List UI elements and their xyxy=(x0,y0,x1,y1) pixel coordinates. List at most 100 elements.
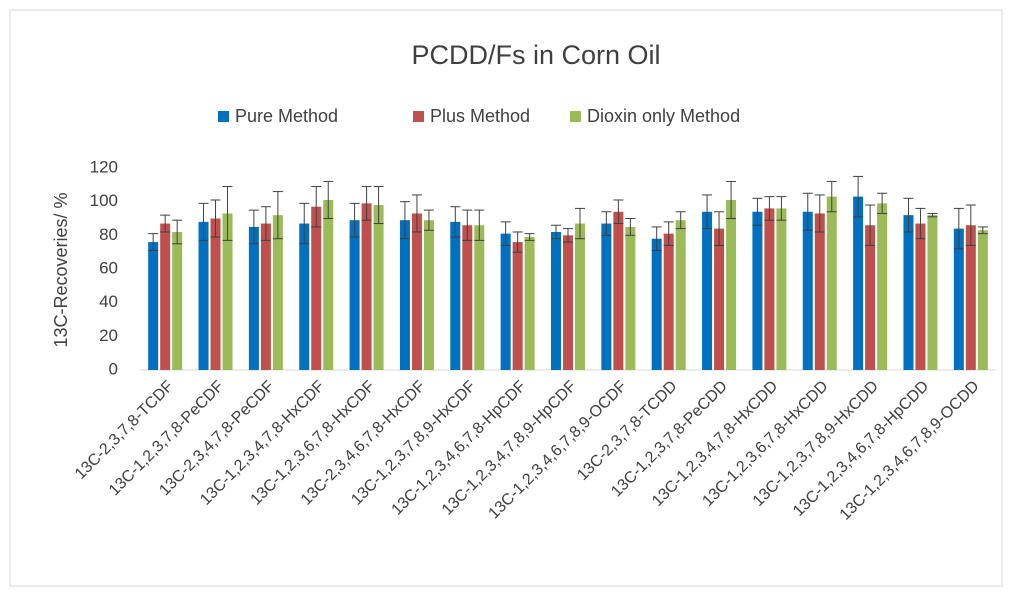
error-bar xyxy=(500,221,511,246)
bar xyxy=(752,211,763,370)
bar xyxy=(915,223,926,370)
y-tick-label: 40 xyxy=(99,292,118,311)
bar xyxy=(814,213,825,370)
error-bar xyxy=(551,224,561,240)
bar xyxy=(853,196,864,370)
error-bar xyxy=(160,214,171,233)
error-bar xyxy=(399,201,410,240)
bar xyxy=(953,228,964,370)
error-bar xyxy=(423,209,434,231)
error-bar xyxy=(853,175,864,218)
bar xyxy=(726,199,737,370)
y-tick-label: 0 xyxy=(109,359,118,378)
chart-title: PCDD/Fs in Corn Oil xyxy=(411,40,660,70)
error-bar xyxy=(575,207,585,240)
error-bar xyxy=(965,204,976,246)
error-bar xyxy=(877,192,888,214)
legend-label: Pure Method xyxy=(235,106,338,126)
bar xyxy=(965,225,976,370)
error-bar xyxy=(198,202,209,241)
bar xyxy=(210,218,221,370)
error-bar xyxy=(349,202,360,238)
legend-swatch xyxy=(570,111,581,122)
bar xyxy=(411,213,422,370)
error-bar xyxy=(260,206,271,241)
error-bar xyxy=(675,211,686,230)
error-bar xyxy=(865,204,876,246)
bar xyxy=(903,215,914,370)
error-bar xyxy=(903,197,914,233)
error-bar xyxy=(311,186,322,228)
error-bar xyxy=(776,196,787,221)
error-bar xyxy=(764,196,775,221)
error-bar xyxy=(702,194,713,230)
legend-swatch xyxy=(413,111,424,122)
bar xyxy=(927,215,938,370)
error-bar xyxy=(625,218,636,236)
bar xyxy=(462,225,473,370)
bar xyxy=(311,206,322,370)
bar xyxy=(423,220,434,370)
error-bar xyxy=(726,180,737,219)
bar xyxy=(172,231,183,370)
bar xyxy=(675,220,686,370)
bar xyxy=(625,226,636,370)
bar xyxy=(764,208,775,370)
bar xyxy=(977,230,988,370)
error-bar xyxy=(802,192,813,231)
error-bar xyxy=(512,231,523,253)
bar xyxy=(399,220,410,370)
y-axis-title: 13C-Recoveries/ % xyxy=(51,192,71,347)
bar xyxy=(222,213,233,370)
y-tick-label: 120 xyxy=(90,157,118,176)
bar xyxy=(524,237,535,370)
bar xyxy=(512,242,523,370)
error-bar xyxy=(613,199,624,225)
y-tick-label: 80 xyxy=(99,225,118,244)
bar xyxy=(776,208,787,370)
legend-label: Plus Method xyxy=(430,106,530,126)
error-bar xyxy=(915,207,926,240)
y-tick-label: 100 xyxy=(90,191,118,210)
bar xyxy=(551,231,561,370)
error-bar xyxy=(474,209,485,241)
error-bar xyxy=(601,211,612,236)
bar xyxy=(148,242,159,370)
bar xyxy=(160,223,171,370)
bar xyxy=(474,225,485,370)
bar xyxy=(198,221,209,370)
bar xyxy=(575,223,585,370)
bar xyxy=(500,233,511,370)
error-bar xyxy=(651,226,662,251)
bar xyxy=(802,211,813,370)
error-bar xyxy=(977,226,988,235)
bar xyxy=(714,228,725,370)
error-bar xyxy=(172,219,183,245)
error-bar xyxy=(752,197,763,226)
bar xyxy=(563,235,573,370)
legend-label: Dioxin only Method xyxy=(587,106,740,126)
error-bar xyxy=(524,233,535,241)
error-bar xyxy=(663,221,674,246)
bar xyxy=(323,199,334,370)
bar xyxy=(248,226,259,370)
bar xyxy=(663,233,674,370)
error-bar xyxy=(148,233,159,251)
bar xyxy=(361,203,372,370)
error-bar xyxy=(714,211,725,246)
error-bar xyxy=(222,186,233,241)
bar xyxy=(865,225,876,370)
error-bar xyxy=(462,209,473,241)
error-bar xyxy=(411,194,422,233)
error-bar xyxy=(450,206,461,238)
error-bar xyxy=(210,199,221,238)
y-tick-label: 20 xyxy=(99,326,118,345)
error-bar xyxy=(953,207,964,250)
error-bar xyxy=(361,186,372,221)
bar xyxy=(877,203,888,370)
error-bar xyxy=(927,212,938,218)
y-tick-label: 60 xyxy=(99,258,118,277)
error-bar xyxy=(299,202,310,245)
error-bar xyxy=(814,194,825,233)
